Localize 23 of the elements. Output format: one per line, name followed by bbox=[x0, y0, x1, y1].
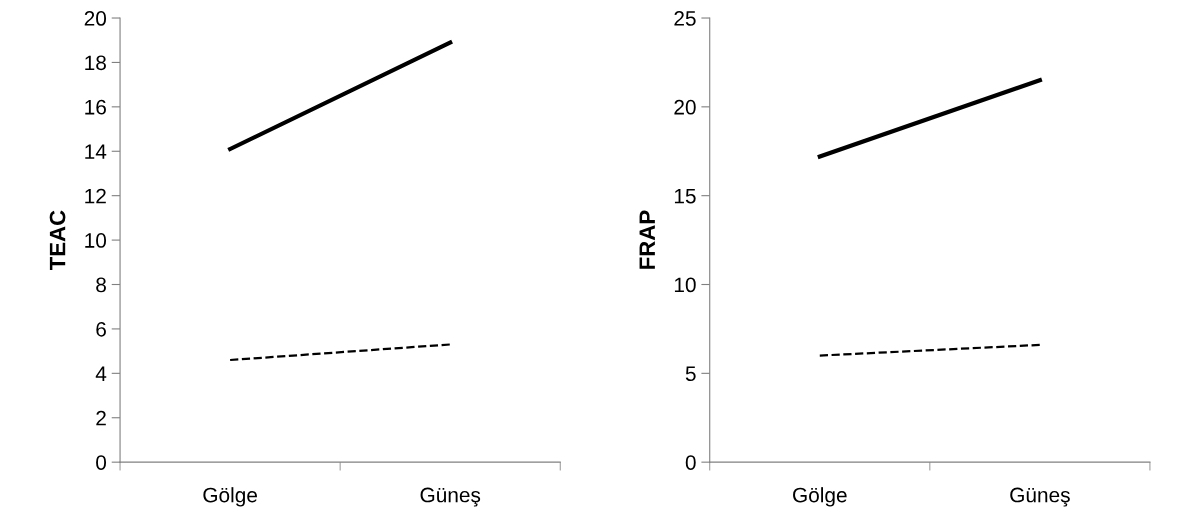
y-tick-label: 20 bbox=[674, 99, 696, 115]
y-tick-label: 4 bbox=[95, 366, 107, 381]
y-tick-label: 5 bbox=[685, 366, 696, 382]
y-tick-label: 25 bbox=[674, 11, 696, 26]
y-axis-title: FRAP bbox=[639, 210, 655, 269]
y-tick-label: 2 bbox=[96, 410, 106, 426]
y-tick-label: 10 bbox=[85, 233, 107, 248]
y-axis-title: TEAC bbox=[49, 210, 66, 271]
y-tick-label: 20 bbox=[84, 11, 107, 26]
y-tick-label: 0 bbox=[96, 455, 107, 470]
y-tick-label: 14 bbox=[85, 144, 107, 159]
y-tick-label: 15 bbox=[674, 188, 696, 204]
y-tick-label: 18 bbox=[85, 55, 106, 71]
y-tick-label: 6 bbox=[96, 321, 106, 337]
x-tick-label: Gölge bbox=[203, 487, 257, 507]
x-tick-label: Gölge bbox=[793, 487, 847, 507]
y-tick-label: 0 bbox=[685, 455, 696, 470]
y-tick-label: 16 bbox=[85, 99, 106, 115]
y-tick-label: 8 bbox=[96, 277, 106, 293]
x-tick-label: Güneş bbox=[1010, 487, 1070, 507]
y-tick-label: 10 bbox=[674, 277, 696, 293]
x-tick-label: Güneş bbox=[420, 487, 481, 507]
y-tick-label: 12 bbox=[85, 188, 106, 204]
